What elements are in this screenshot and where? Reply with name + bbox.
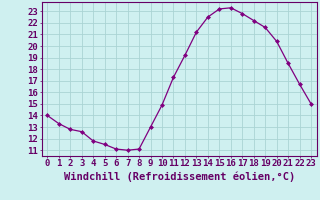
- X-axis label: Windchill (Refroidissement éolien,°C): Windchill (Refroidissement éolien,°C): [64, 171, 295, 182]
